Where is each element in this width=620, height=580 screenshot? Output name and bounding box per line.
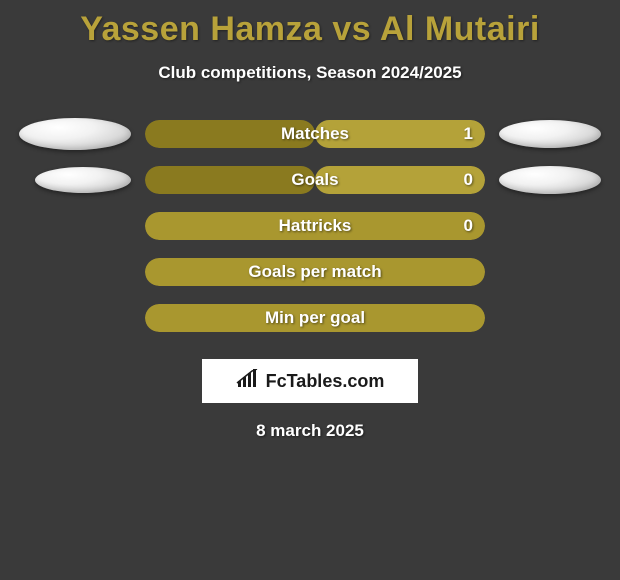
stat-value-right: 0 — [464, 216, 473, 236]
player-left-marker — [19, 118, 131, 150]
stat-row: Min per goal — [0, 295, 620, 341]
stat-label: Matches 1 — [145, 120, 485, 148]
stat-bar: Min per goal — [145, 304, 485, 332]
comparison-title: Yassen Hamza vs Al Mutairi — [0, 0, 620, 49]
stat-label: Goals per match — [145, 258, 485, 286]
brand-text: FcTables.com — [266, 371, 385, 392]
stat-label-text: Hattricks — [279, 216, 352, 236]
stat-bar: Hattricks 0 — [145, 212, 485, 240]
stat-row: Goals 0 — [0, 157, 620, 203]
brand-box: FcTables.com — [202, 359, 418, 403]
stat-row: Goals per match — [0, 249, 620, 295]
stat-label-text: Min per goal — [265, 308, 365, 328]
stat-label: Goals 0 — [145, 166, 485, 194]
stat-bar: Goals per match — [145, 258, 485, 286]
player-left-marker — [35, 167, 131, 193]
stat-label-text: Goals — [291, 170, 338, 190]
chart-icon — [236, 369, 260, 394]
stat-row: Matches 1 — [0, 111, 620, 157]
stat-rows: Matches 1 Goals 0 Hattricks 0 Goals per match M… — [0, 111, 620, 341]
stat-value-right: 1 — [464, 124, 473, 144]
stat-bar: Goals 0 — [145, 166, 485, 194]
stat-value-right: 0 — [464, 170, 473, 190]
stat-label: Min per goal — [145, 304, 485, 332]
stat-label: Hattricks 0 — [145, 212, 485, 240]
stat-label-text: Matches — [281, 124, 349, 144]
snapshot-date: 8 march 2025 — [0, 421, 620, 441]
player-right-marker — [499, 120, 601, 148]
stat-row: Hattricks 0 — [0, 203, 620, 249]
stat-bar: Matches 1 — [145, 120, 485, 148]
stat-label-text: Goals per match — [248, 262, 381, 282]
comparison-subtitle: Club competitions, Season 2024/2025 — [0, 63, 620, 83]
player-right-marker — [499, 166, 601, 194]
